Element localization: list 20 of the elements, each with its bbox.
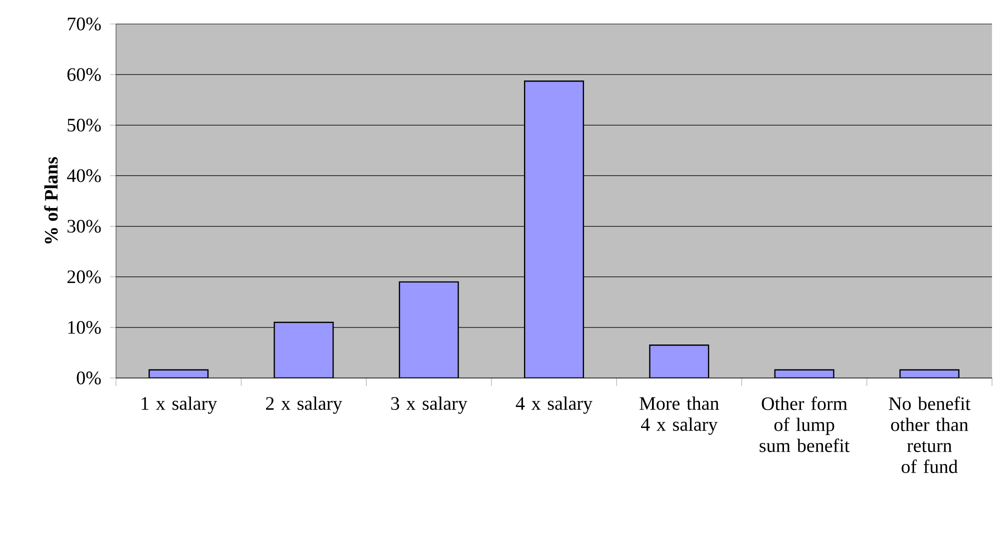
y-tick-label: 0% (76, 372, 101, 384)
bar (274, 322, 334, 378)
x-tick-label: 1 x salary (142, 396, 218, 414)
y-tick-label: 40% (67, 169, 101, 182)
x-tick-label: 3 x salary (391, 396, 468, 414)
y-axis-title: % of Plans (44, 157, 58, 244)
bar (524, 80, 584, 378)
bar (398, 281, 459, 378)
y-tick-label: 20% (67, 270, 101, 284)
y-tick-label: 70% (68, 18, 101, 30)
x-tick-label: Other form of lump sum benefit (760, 396, 850, 452)
x-tick-label: 4 x salary (516, 396, 592, 414)
x-tick-label: No benefit other than return of fund (888, 396, 970, 474)
y-tick-label: 50% (68, 118, 101, 132)
y-tick-label: 10% (68, 320, 101, 334)
x-tick-label: More than 4 x salary (640, 396, 719, 435)
y-tick-label: 60% (67, 68, 101, 82)
bar (649, 344, 710, 378)
x-tick-label: 2 x salary (266, 396, 342, 414)
y-tick-label: 30% (68, 220, 101, 233)
